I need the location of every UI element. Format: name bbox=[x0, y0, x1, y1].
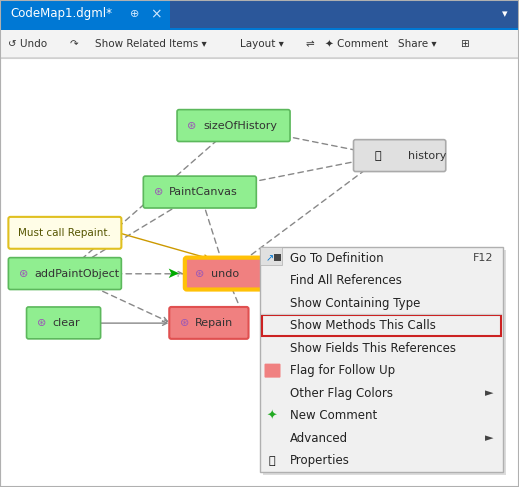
Text: Show Methods This Calls: Show Methods This Calls bbox=[290, 319, 435, 332]
Text: ▾: ▾ bbox=[502, 9, 508, 19]
Bar bbox=[0, 0, 170, 28]
Bar bbox=[260, 247, 281, 265]
Text: ►: ► bbox=[485, 433, 494, 443]
Bar bbox=[262, 315, 501, 336]
Text: 🔧: 🔧 bbox=[268, 456, 275, 466]
Text: Properties: Properties bbox=[290, 454, 349, 467]
FancyBboxPatch shape bbox=[177, 110, 290, 142]
Text: Show Fields This References: Show Fields This References bbox=[290, 341, 456, 355]
Bar bbox=[0, 57, 519, 58]
Bar bbox=[0, 0, 519, 28]
Text: ⊛: ⊛ bbox=[37, 318, 46, 328]
Text: addPaintObject: addPaintObject bbox=[34, 268, 119, 279]
Text: ➤: ➤ bbox=[167, 266, 179, 281]
Text: ↗: ↗ bbox=[265, 253, 274, 263]
Text: Find All References: Find All References bbox=[290, 274, 401, 287]
Text: ⊛: ⊛ bbox=[195, 268, 204, 279]
Bar bbox=[0, 28, 519, 58]
Text: ►: ► bbox=[485, 388, 494, 398]
Text: history: history bbox=[407, 150, 446, 161]
Text: ×: × bbox=[150, 7, 161, 21]
Bar bbox=[0, 58, 519, 487]
Text: PaintCanvas: PaintCanvas bbox=[169, 187, 238, 197]
FancyBboxPatch shape bbox=[8, 258, 121, 289]
Text: ⊛: ⊛ bbox=[180, 318, 189, 328]
Bar bbox=[0, 58, 519, 487]
Bar bbox=[274, 254, 280, 261]
Bar bbox=[0, 26, 170, 28]
Bar bbox=[0, 28, 519, 30]
Text: ⊕: ⊕ bbox=[130, 9, 140, 19]
Text: Other Flag Colors: Other Flag Colors bbox=[290, 387, 392, 400]
Text: ⊞: ⊞ bbox=[460, 39, 469, 49]
Text: Show Related Items ▾: Show Related Items ▾ bbox=[95, 39, 207, 49]
Text: New Comment: New Comment bbox=[290, 409, 377, 422]
FancyBboxPatch shape bbox=[8, 217, 121, 249]
Text: ✦: ✦ bbox=[266, 409, 277, 422]
Text: Go To Definition: Go To Definition bbox=[290, 251, 383, 264]
Text: Must call Repaint.: Must call Repaint. bbox=[19, 228, 111, 238]
Text: Show Containing Type: Show Containing Type bbox=[290, 297, 420, 310]
Bar bbox=[261, 314, 502, 315]
Text: 🌐: 🌐 bbox=[374, 150, 381, 161]
Text: undo: undo bbox=[211, 268, 239, 279]
Text: ↷: ↷ bbox=[70, 39, 79, 49]
FancyBboxPatch shape bbox=[169, 307, 249, 339]
Text: ↺ Undo: ↺ Undo bbox=[8, 39, 47, 49]
Text: clear: clear bbox=[52, 318, 80, 328]
Text: sizeOfHistory: sizeOfHistory bbox=[203, 121, 277, 131]
Text: Share ▾: Share ▾ bbox=[398, 39, 436, 49]
Text: ⇌: ⇌ bbox=[305, 39, 314, 49]
FancyBboxPatch shape bbox=[143, 176, 256, 208]
Text: CodeMap1.dgml*: CodeMap1.dgml* bbox=[10, 7, 112, 20]
Text: Layout ▾: Layout ▾ bbox=[240, 39, 284, 49]
FancyBboxPatch shape bbox=[353, 140, 446, 171]
Text: ⊛: ⊛ bbox=[154, 187, 163, 197]
Text: Flag for Follow Up: Flag for Follow Up bbox=[290, 364, 394, 377]
FancyBboxPatch shape bbox=[26, 307, 101, 339]
FancyBboxPatch shape bbox=[185, 258, 264, 289]
Text: Repain: Repain bbox=[195, 318, 234, 328]
Text: F12: F12 bbox=[473, 253, 494, 263]
Text: ⊛: ⊛ bbox=[187, 121, 197, 131]
Text: ✦ Comment: ✦ Comment bbox=[325, 39, 388, 49]
Text: Advanced: Advanced bbox=[290, 431, 348, 445]
FancyBboxPatch shape bbox=[265, 364, 280, 377]
Bar bbox=[260, 247, 503, 472]
Text: ⊛: ⊛ bbox=[19, 268, 28, 279]
Bar bbox=[263, 250, 507, 475]
